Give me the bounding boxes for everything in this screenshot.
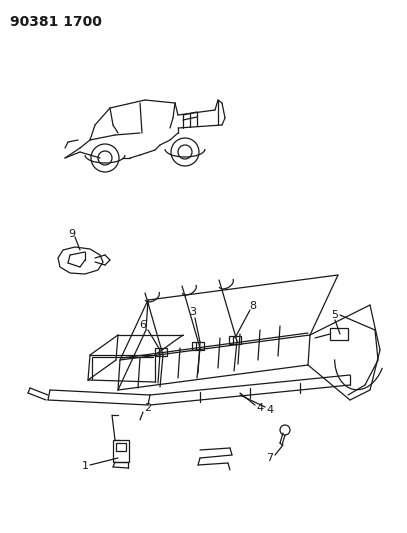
Bar [229,336,241,344]
Text: 5: 5 [331,310,339,320]
Bar [192,342,204,350]
Text: 1: 1 [81,461,88,471]
Text: 4: 4 [267,405,274,415]
Text: 90381 1700: 90381 1700 [10,15,102,29]
Text: 6: 6 [140,320,147,330]
Text: 7: 7 [267,453,274,463]
Text: 3: 3 [190,307,197,317]
Bar [116,443,126,451]
Text: 4: 4 [256,403,264,413]
Text: 9: 9 [68,229,76,239]
Bar [330,328,348,340]
Text: 2: 2 [144,403,151,413]
Text: 8: 8 [249,301,256,311]
Bar [113,440,129,462]
Bar [155,348,167,356]
